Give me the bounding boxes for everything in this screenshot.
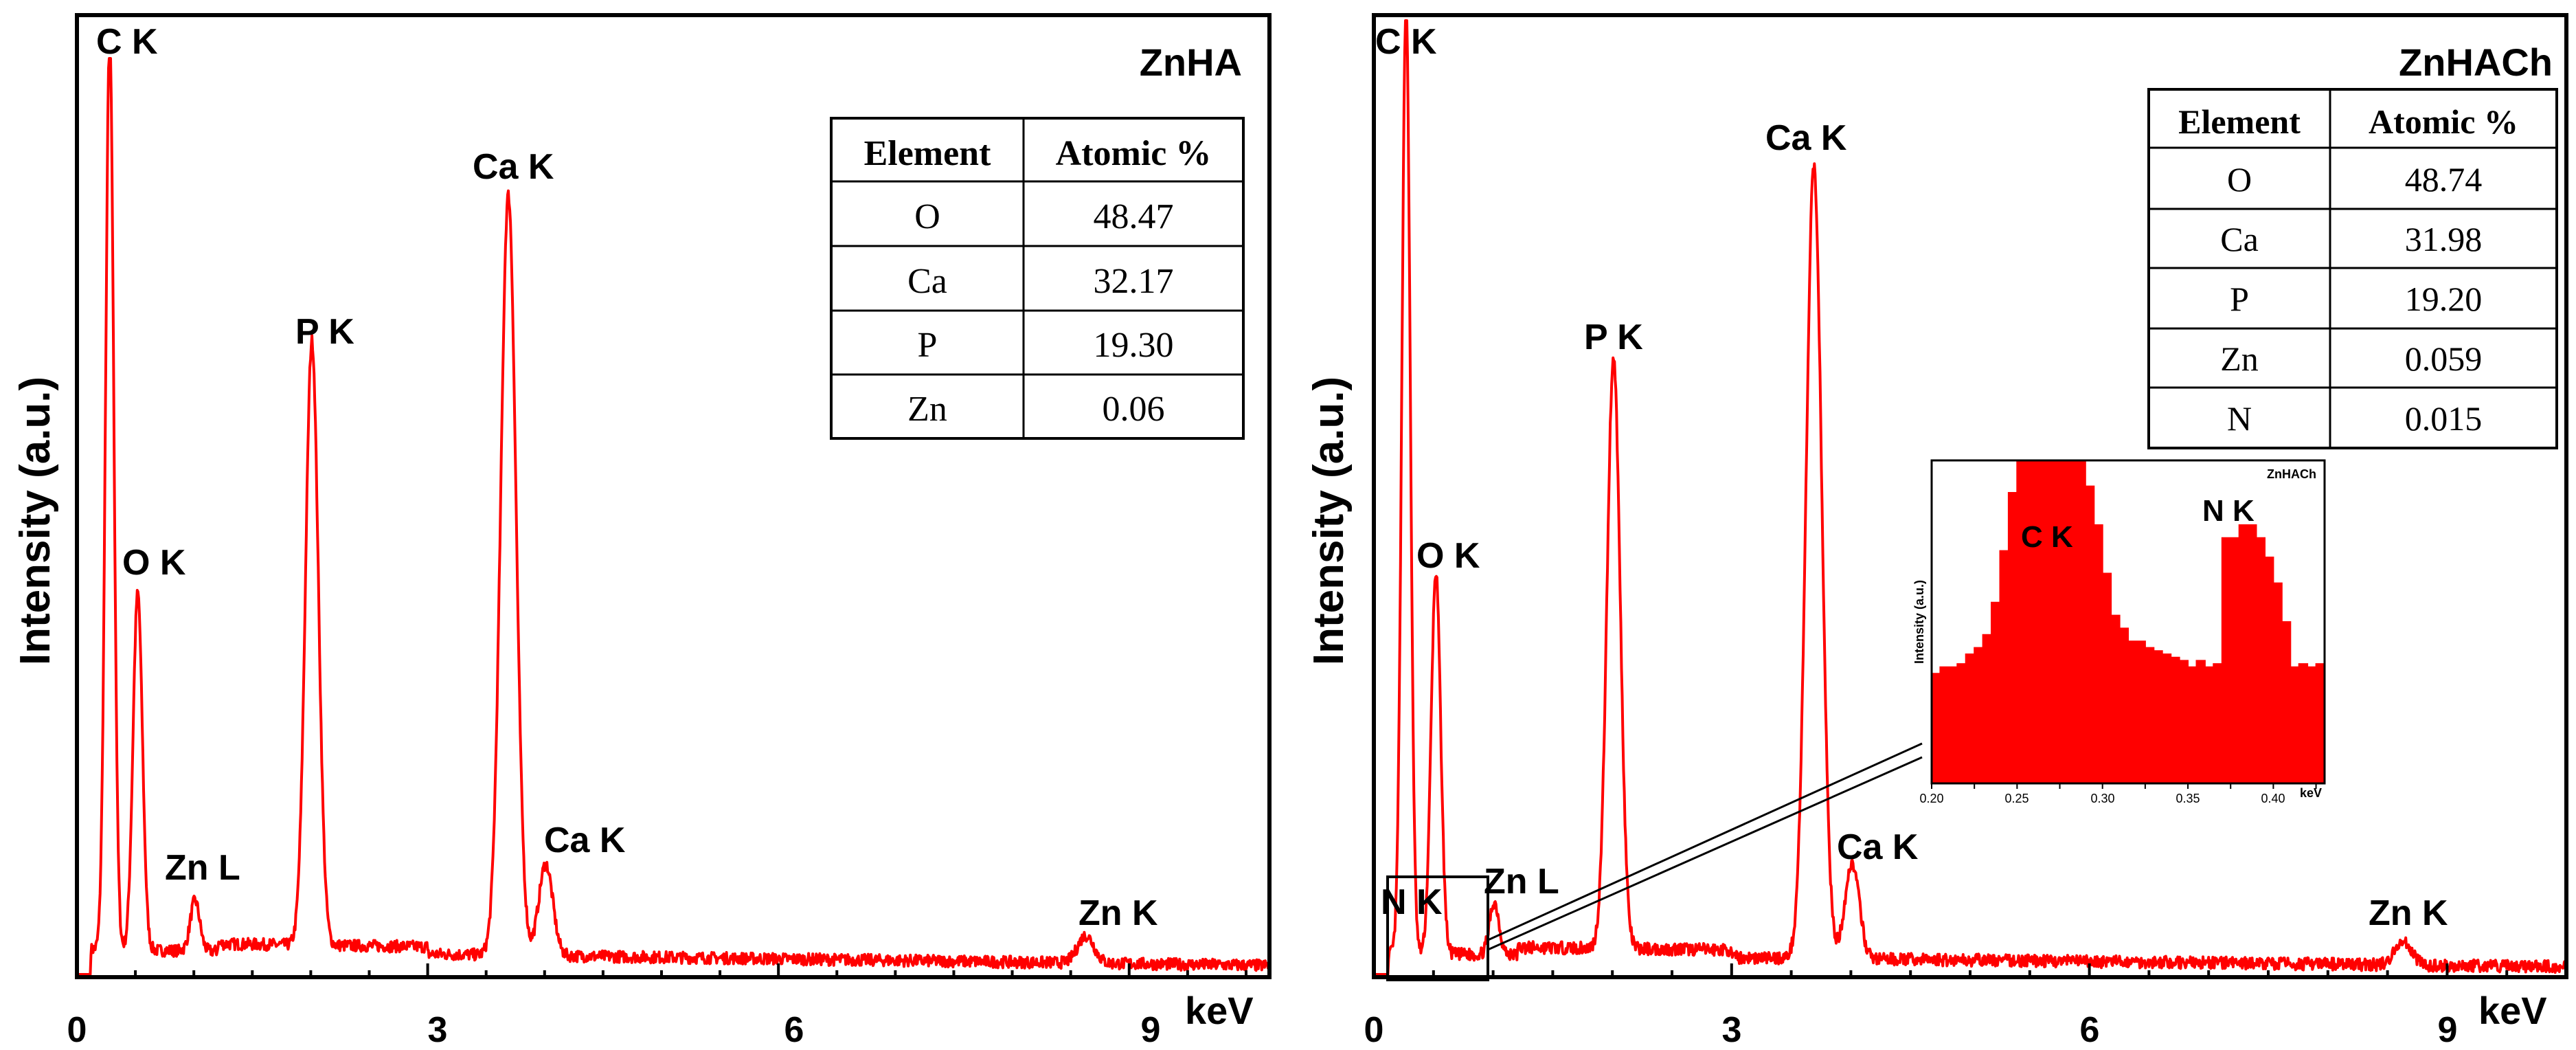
plot-frame (75, 13, 1272, 979)
peak-label: Ca K (1837, 827, 1919, 867)
x-axis-label: keV (2478, 989, 2547, 1032)
y-axis-label: Intensity (a.u.) (1305, 377, 1353, 665)
peak-label: Zn L (1484, 862, 1559, 902)
table-cell: O (2227, 160, 2252, 199)
table-cell: 48.47 (1094, 197, 1174, 236)
chart-title: ZnHA (1140, 41, 1242, 84)
table-cell: P (2230, 280, 2249, 318)
table-cell: 48.74 (2405, 160, 2483, 199)
peak-label: C K (1375, 22, 1437, 62)
table-cell: O (914, 197, 940, 236)
peak-label: Ca K (473, 147, 554, 187)
table-cell: Ca (2220, 220, 2259, 258)
inset-x-tick-label: 0.20 (1919, 792, 1943, 805)
table-cell: 19.30 (1094, 326, 1174, 365)
zoom-region-box (1386, 875, 1489, 981)
inset-y-axis-label: Intensity (a.u.) (1912, 580, 1926, 664)
composition-table: Element Atomic % O 48.74 Ca 31.98 P 19.2… (2147, 88, 2558, 449)
x-tick-label: 0 (67, 1010, 87, 1050)
inset-title: ZnHACh (2267, 467, 2316, 481)
peak-label: Zn K (1078, 893, 1158, 933)
zoom-callout-line (1487, 756, 1923, 951)
peak-label: Zn L (165, 848, 240, 888)
x-tick-marks (1372, 963, 2568, 977)
table-header: Element (2178, 102, 2301, 141)
table-cell: Zn (2220, 339, 2259, 378)
table-cell: 0.059 (2405, 339, 2483, 378)
x-tick-label: 6 (784, 1010, 804, 1050)
y-axis-label: Intensity (a.u.) (12, 377, 59, 665)
table-cell: Ca (907, 262, 947, 301)
panel-znhach: Intensity (a.u.) 0 3 6 9 keV ZnHACh C K … (1305, 13, 2568, 1050)
spectrum-line (1373, 19, 2568, 976)
composition-table: Element Atomic % O 48.47 Ca 32.17 P 19.3… (830, 117, 1245, 440)
panel-znha: Intensity (a.u.) 0 3 6 9 keV ZnHA C K O … (12, 13, 1272, 1050)
peak-label: Ca K (544, 820, 626, 860)
table-cell: Zn (907, 390, 947, 429)
x-tick-label: 0 (1364, 1010, 1384, 1050)
inset-peak-label: C K (2021, 520, 2073, 554)
inset-x-tick-label: 0.25 (2004, 792, 2029, 805)
chart-title: ZnHACh (2399, 41, 2553, 84)
table-header: Atomic % (2369, 102, 2518, 141)
inset-peak-label: N K (2202, 494, 2255, 528)
x-tick-label: 3 (1722, 1010, 1742, 1050)
inset-spectrum-fill (1931, 460, 2325, 784)
inset-x-tick-label: 0.40 (2261, 792, 2285, 805)
x-tick-label: 9 (2438, 1010, 2458, 1050)
table-cell: 31.98 (2405, 220, 2483, 258)
peak-label: C K (96, 22, 158, 62)
inset-x-tick-marks (1931, 783, 2317, 789)
x-tick-label: 6 (2080, 1010, 2100, 1050)
spectrum-line (76, 57, 1271, 976)
table-cell: P (918, 326, 938, 365)
peak-label: O K (122, 543, 186, 583)
peak-label: O K (1416, 536, 1480, 576)
table-cell: 32.17 (1094, 262, 1174, 301)
table-header: Atomic % (1056, 134, 1212, 173)
x-axis-label: keV (1185, 989, 1254, 1032)
table-header: Element (864, 134, 992, 173)
x-tick-label: 3 (428, 1010, 448, 1050)
inset-x-tick-label: 0.30 (2090, 792, 2114, 805)
table-cell: 19.20 (2405, 280, 2483, 318)
table-cell: N (2227, 399, 2252, 438)
inset-x-axis-label: keV (2300, 786, 2322, 800)
peak-label: Zn K (2369, 893, 2448, 933)
inset-plot: 0.20 0.25 0.30 0.35 0.40 keV Intensity (… (1912, 459, 2326, 805)
inset-frame (1930, 459, 2326, 785)
inset-x-tick-label: 0.35 (2176, 792, 2200, 805)
x-tick-marks (76, 963, 1247, 977)
peak-label: Ca K (1765, 118, 1847, 158)
x-tick-label: 9 (1141, 1010, 1161, 1050)
zoom-callout-line (1487, 742, 1923, 941)
table-cell: 0.015 (2405, 399, 2483, 438)
peak-label: P K (1584, 317, 1643, 357)
table-cell: 0.06 (1103, 390, 1165, 429)
peak-label: N K (1381, 882, 1443, 922)
peak-label: P K (295, 312, 354, 352)
